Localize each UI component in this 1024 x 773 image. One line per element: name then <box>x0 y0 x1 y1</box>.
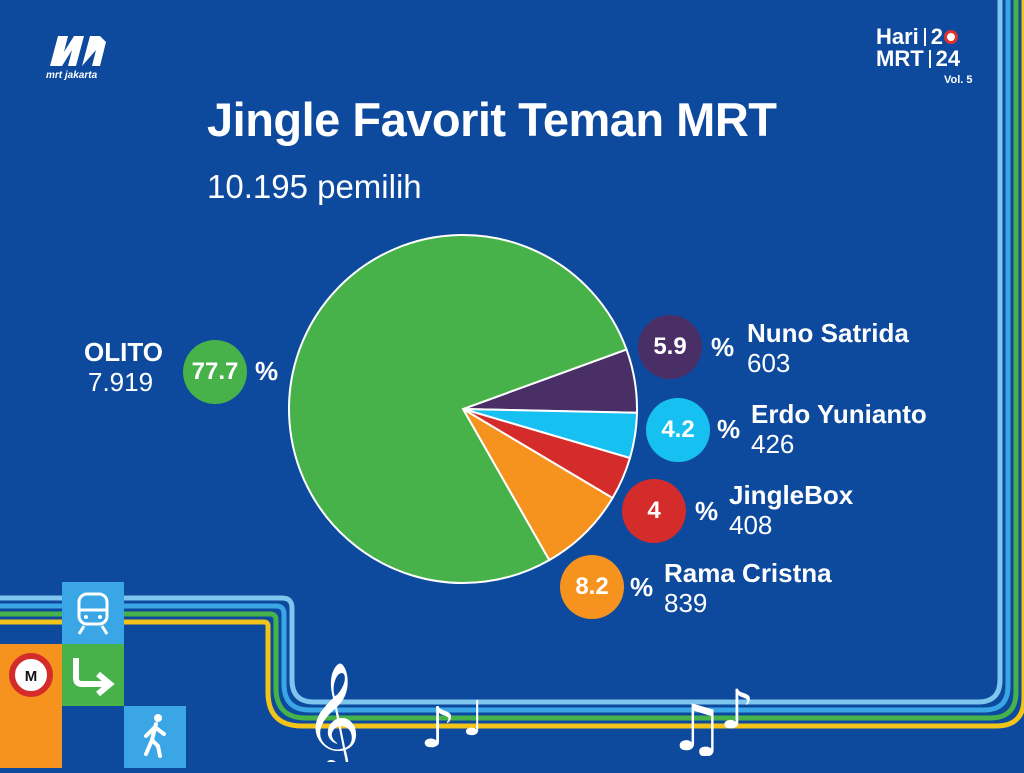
mrt-logo-icon <box>50 36 106 66</box>
event-line2-left: MRT <box>876 46 924 71</box>
svg-text:♪: ♪ <box>420 696 456 755</box>
direction-tile <box>62 644 124 706</box>
slice-votes: 426 <box>751 429 795 459</box>
percent-bubble-nuno: 5.9 <box>638 315 702 379</box>
slice-label-nuno: Nuno Satrida 603 <box>747 318 909 378</box>
percent-value: 4.2 <box>661 416 695 443</box>
percent-bubble-olito: 77.7 <box>183 340 247 404</box>
percent-bubble-erdo: 4.2 <box>646 398 710 462</box>
music-note-icon: ♫ ♪ <box>668 678 754 756</box>
stripe-line-3 <box>0 0 1019 721</box>
event-badge: Hari 2 MRT 24 Vol. 5 <box>876 26 973 87</box>
stripe-line-4 <box>0 0 1024 729</box>
event-badge-row-2: MRT 24 <box>876 48 960 70</box>
percent-bubble-rama: 8.2 <box>560 555 624 619</box>
pedestrian-icon <box>144 714 166 758</box>
treble-clef-icon: 𝄞 <box>304 661 360 762</box>
pedestrian-tile <box>124 706 186 768</box>
slice-votes: 7.919 <box>88 367 154 397</box>
chart-subtitle: 10.195 pemilih <box>207 168 422 205</box>
slice-label-rama: Rama Cristna 839 <box>664 558 832 618</box>
slice-name: OLITO <box>84 337 163 367</box>
slice-name: Nuno Satrida <box>747 318 909 348</box>
slice-name: JingleBox <box>729 480 854 510</box>
event-separator <box>923 28 926 46</box>
slice-name: Rama Cristna <box>664 558 832 588</box>
stripe-line-2 <box>0 0 1011 713</box>
arrow-right-icon <box>73 658 115 697</box>
percent-value: 8.2 <box>575 573 609 600</box>
percent-value: 5.9 <box>653 333 687 360</box>
slice-votes: 839 <box>664 588 708 618</box>
percent-sign: % <box>255 356 279 386</box>
event-separator-2 <box>928 50 931 68</box>
pie-slice-olito <box>288 234 628 584</box>
event-line1-right: 2 <box>930 24 944 49</box>
slice-label-olito: OLITO 7.919 <box>84 337 163 397</box>
slice-label-jinglebox: JingleBox 408 <box>729 480 853 540</box>
percent-value: 4 <box>647 497 661 524</box>
percent-sign: % <box>695 496 719 526</box>
metro-tile: M <box>0 644 62 706</box>
slice-label-erdo: Erdo Yunianto 426 <box>751 399 927 459</box>
percent-value: 77.7 <box>191 358 239 385</box>
slice-votes: 408 <box>729 510 773 540</box>
event-badge-row-1: Hari 2 <box>876 26 960 48</box>
chart-title: Jingle Favorit Teman MRT <box>207 93 777 146</box>
svg-text:♫: ♫ <box>668 692 725 756</box>
event-line2-right: 24 <box>935 46 961 71</box>
svg-text:♪: ♪ <box>720 678 754 741</box>
event-volume: Vol. 5 <box>944 74 973 86</box>
logo-text: mrt jakarta <box>46 70 98 81</box>
orange-tile <box>0 706 62 768</box>
event-line1-left: Hari <box>876 24 919 49</box>
pie-slice-rama-cristna <box>460 406 614 562</box>
svg-text:♩: ♩ <box>462 691 485 747</box>
slice-votes: 603 <box>747 348 791 378</box>
train-icon <box>77 592 109 635</box>
train-tile <box>62 582 124 644</box>
percent-sign: % <box>630 572 654 602</box>
percent-sign: % <box>711 332 735 362</box>
stripe-line-1 <box>0 0 1003 705</box>
music-note-icon: ♪ ♩ <box>420 691 485 755</box>
percent-sign: % <box>717 414 741 444</box>
svg-text:𝄞: 𝄞 <box>304 661 360 762</box>
metro-ring-icon <box>944 30 959 44</box>
percent-bubble-jinglebox: 4 <box>622 479 686 543</box>
slice-name: Erdo Yunianto <box>751 399 927 429</box>
metro-m-icon: M <box>9 653 53 697</box>
svg-text:M: M <box>25 668 38 685</box>
